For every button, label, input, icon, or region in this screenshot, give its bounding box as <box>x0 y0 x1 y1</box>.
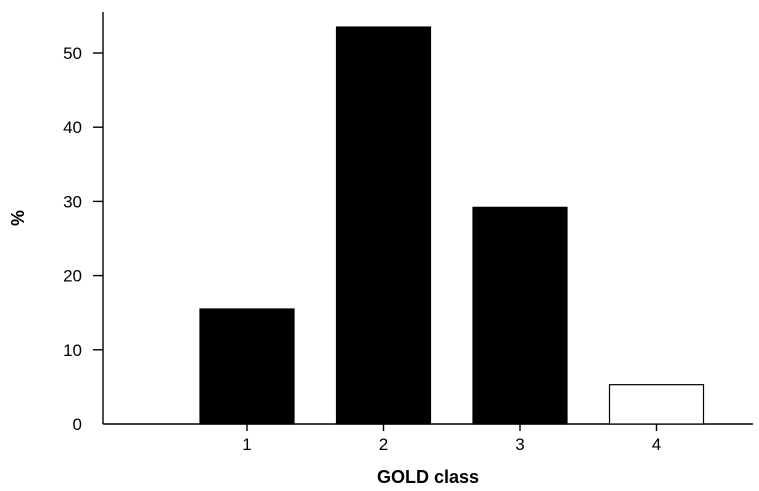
y-tick-label: 20 <box>63 267 82 286</box>
y-axis-ticks: 0 10 20 30 40 50 <box>63 44 103 434</box>
x-tick-label: 2 <box>379 435 388 454</box>
x-axis-ticks: 1 2 3 4 <box>242 424 661 454</box>
x-tick-label: 4 <box>652 435 661 454</box>
y-tick-label: 10 <box>63 341 82 360</box>
y-tick-label: 50 <box>63 44 82 63</box>
y-tick-label: 0 <box>73 415 82 434</box>
bar-gold-class-4 <box>608 384 705 425</box>
y-tick-label: 30 <box>63 192 82 211</box>
bar-gold-class-3 <box>472 206 568 425</box>
y-tick-label: 40 <box>63 118 82 137</box>
x-tick-label: 1 <box>242 435 251 454</box>
x-tick-label: 3 <box>515 435 524 454</box>
bars-group <box>199 26 705 425</box>
y-axis-title: % <box>8 210 28 226</box>
x-axis-title: GOLD class <box>377 467 479 487</box>
bar-gold-class-1 <box>199 308 295 425</box>
bar-gold-class-2 <box>335 26 432 425</box>
